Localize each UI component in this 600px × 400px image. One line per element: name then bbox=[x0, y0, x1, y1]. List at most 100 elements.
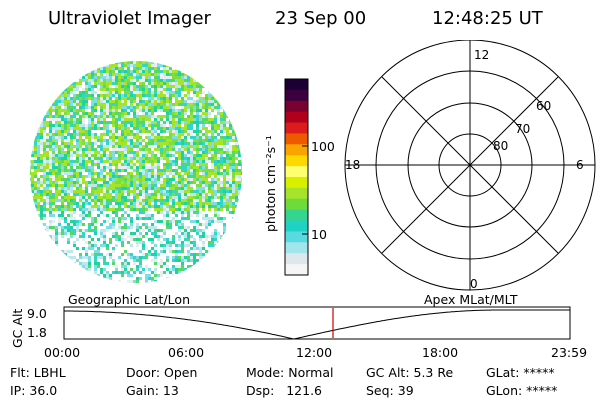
disk-pixel bbox=[154, 226, 157, 229]
disk-pixel bbox=[112, 103, 115, 106]
disk-pixel bbox=[70, 217, 73, 220]
disk-pixel bbox=[226, 211, 229, 214]
disk-pixel bbox=[220, 235, 223, 238]
disk-pixel bbox=[148, 262, 151, 265]
disk-pixel bbox=[166, 184, 169, 187]
disk-pixel bbox=[52, 127, 55, 130]
disk-pixel bbox=[205, 130, 208, 133]
disk-pixel bbox=[154, 202, 157, 205]
disk-pixel bbox=[118, 163, 121, 166]
disk-pixel bbox=[97, 94, 100, 97]
disk-pixel bbox=[76, 241, 79, 244]
disk-pixel bbox=[61, 211, 64, 214]
disk-pixel bbox=[160, 175, 163, 178]
disk-pixel bbox=[166, 196, 169, 199]
disk-pixel bbox=[127, 277, 130, 280]
disk-pixel bbox=[142, 127, 145, 130]
disk-pixel bbox=[94, 82, 97, 85]
disk-pixel bbox=[85, 202, 88, 205]
disk-pixel bbox=[151, 241, 154, 244]
disk-pixel bbox=[127, 220, 130, 223]
disk-pixel bbox=[109, 265, 112, 268]
disk-pixel bbox=[58, 130, 61, 133]
disk-pixel bbox=[55, 238, 58, 241]
disk-pixel bbox=[145, 64, 148, 67]
disk-pixel bbox=[157, 193, 160, 196]
disk-pixel bbox=[205, 205, 208, 208]
disk-pixel bbox=[205, 88, 208, 91]
disk-pixel bbox=[85, 121, 88, 124]
disk-pixel bbox=[55, 205, 58, 208]
disk-pixel bbox=[163, 256, 166, 259]
disk-pixel bbox=[229, 151, 232, 154]
disk-pixel bbox=[118, 187, 121, 190]
disk-pixel bbox=[217, 157, 220, 160]
disk-pixel bbox=[139, 250, 142, 253]
disk-pixel bbox=[205, 115, 208, 118]
disk-pixel bbox=[199, 262, 202, 265]
disk-pixel bbox=[133, 244, 136, 247]
disk-pixel bbox=[148, 163, 151, 166]
disk-pixel bbox=[124, 112, 127, 115]
disk-pixel bbox=[70, 154, 73, 157]
disk-pixel bbox=[169, 256, 172, 259]
disk-pixel bbox=[163, 73, 166, 76]
disk-pixel bbox=[118, 172, 121, 175]
disk-pixel bbox=[130, 265, 133, 268]
disk-pixel bbox=[175, 73, 178, 76]
disk-pixel bbox=[190, 217, 193, 220]
disk-pixel bbox=[160, 265, 163, 268]
disk-pixel bbox=[178, 238, 181, 241]
disk-pixel bbox=[73, 238, 76, 241]
disk-pixel bbox=[121, 274, 124, 277]
disk-pixel bbox=[109, 118, 112, 121]
disk-pixel bbox=[148, 130, 151, 133]
disk-pixel bbox=[178, 226, 181, 229]
disk-pixel bbox=[181, 244, 184, 247]
disk-pixel bbox=[106, 253, 109, 256]
disk-pixel bbox=[190, 226, 193, 229]
disk-pixel bbox=[142, 241, 145, 244]
disk-pixel bbox=[151, 139, 154, 142]
disk-pixel bbox=[76, 133, 79, 136]
disk-pixel bbox=[139, 67, 142, 70]
disk-pixel bbox=[133, 268, 136, 271]
disk-pixel bbox=[163, 202, 166, 205]
disk-pixel bbox=[163, 148, 166, 151]
disk-pixel bbox=[190, 247, 193, 250]
disk-pixel bbox=[202, 196, 205, 199]
disk-pixel bbox=[226, 181, 229, 184]
disk-pixel bbox=[178, 268, 181, 271]
disk-pixel bbox=[136, 136, 139, 139]
disk-pixel bbox=[136, 250, 139, 253]
disk-pixel bbox=[163, 244, 166, 247]
disk-pixel bbox=[190, 190, 193, 193]
disk-pixel bbox=[91, 73, 94, 76]
disk-pixel bbox=[136, 238, 139, 241]
disk-pixel bbox=[139, 214, 142, 217]
disk-pixel bbox=[91, 142, 94, 145]
disk-pixel bbox=[163, 208, 166, 211]
disk-pixel bbox=[97, 247, 100, 250]
disk-pixel bbox=[82, 163, 85, 166]
disk-pixel bbox=[217, 151, 220, 154]
disk-pixel bbox=[217, 187, 220, 190]
disk-pixel bbox=[94, 142, 97, 145]
disk-pixel bbox=[88, 271, 91, 274]
disk-pixel bbox=[46, 157, 49, 160]
disk-pixel bbox=[106, 268, 109, 271]
disk-pixel bbox=[76, 235, 79, 238]
disk-pixel bbox=[172, 256, 175, 259]
disk-pixel bbox=[172, 112, 175, 115]
disk-pixel bbox=[64, 250, 67, 253]
disk-pixel bbox=[40, 127, 43, 130]
disk-pixel bbox=[157, 250, 160, 253]
disk-pixel bbox=[100, 211, 103, 214]
disk-pixel bbox=[214, 193, 217, 196]
disk-pixel bbox=[100, 178, 103, 181]
disk-pixel bbox=[124, 130, 127, 133]
disk-pixel bbox=[205, 211, 208, 214]
disk-pixel bbox=[196, 115, 199, 118]
disk-pixel bbox=[94, 100, 97, 103]
disk-pixel bbox=[73, 109, 76, 112]
